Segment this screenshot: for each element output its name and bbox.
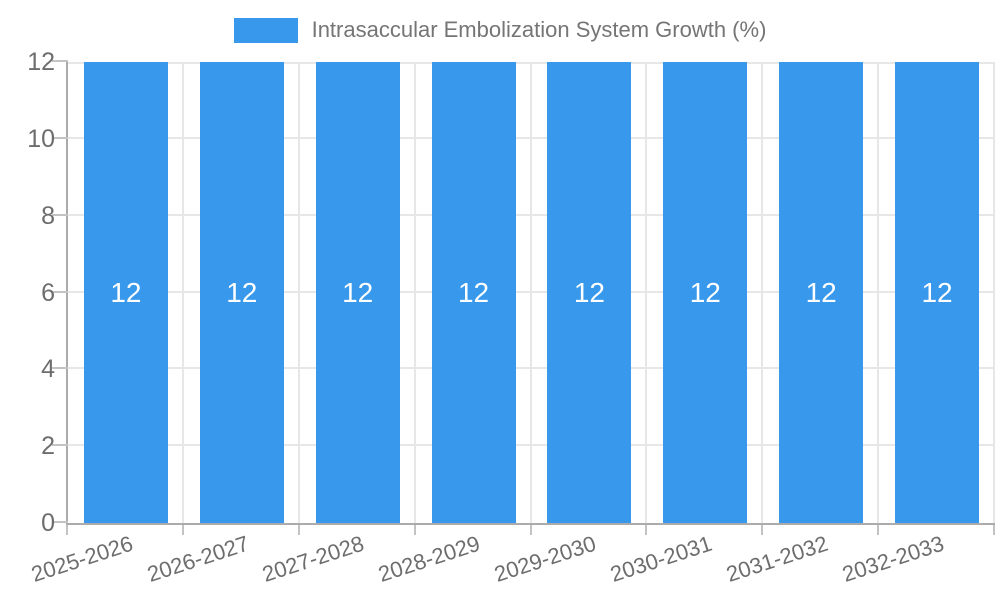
x-tick-label: 2025-2026 xyxy=(27,530,136,587)
x-tick-mark xyxy=(645,525,648,535)
y-tick-mark xyxy=(52,444,68,447)
bar-value-label: 12 xyxy=(342,276,374,308)
bar[interactable]: 12 xyxy=(547,62,632,523)
bar-value-label: 12 xyxy=(226,276,258,308)
gridline-vertical xyxy=(297,62,300,523)
legend-label: Intrasaccular Embolization System Growth… xyxy=(311,17,767,42)
y-tick-label: 0 xyxy=(41,509,55,537)
x-tick-label: 2028-2029 xyxy=(375,530,484,587)
gridline-horizontal xyxy=(68,367,995,370)
bar-value-label: 12 xyxy=(573,276,606,308)
y-tick-label: 2 xyxy=(41,432,55,461)
bar[interactable]: 12 xyxy=(83,62,168,523)
x-tick-mark xyxy=(529,525,532,535)
bar-value-label: 12 xyxy=(110,276,142,308)
y-tick-label: 10 xyxy=(27,124,55,153)
x-tick-mark xyxy=(297,525,300,535)
y-tick-mark xyxy=(52,60,68,62)
bar[interactable]: 12 xyxy=(779,62,864,523)
y-tick-mark xyxy=(52,213,68,216)
y-tick-mark xyxy=(52,136,68,139)
x-tick-mark xyxy=(993,525,995,535)
bar[interactable]: 12 xyxy=(431,62,516,523)
y-tick-label: 6 xyxy=(41,278,55,307)
x-tick-mark xyxy=(66,525,68,535)
y-tick-label: 8 xyxy=(41,201,55,230)
x-tick-label: 2029-2030 xyxy=(491,530,600,587)
gridline-horizontal xyxy=(68,136,995,139)
x-tick-mark xyxy=(761,525,764,535)
x-tick-label: 2026-2027 xyxy=(143,530,252,587)
bar[interactable]: 12 xyxy=(199,62,284,523)
y-tick-mark xyxy=(52,290,68,293)
y-tick-label: 12 xyxy=(27,48,55,76)
gridline-horizontal xyxy=(68,290,995,293)
gridline-vertical xyxy=(645,62,648,523)
x-tick-mark xyxy=(413,525,416,535)
bar-value-label: 12 xyxy=(805,276,837,308)
legend-item[interactable]: Intrasaccular Embolization System Growth… xyxy=(0,15,1000,45)
plot-area: 12 12 12 12 12 12 12 12 xyxy=(66,62,995,525)
x-tick-label: 2030-2031 xyxy=(607,530,716,587)
gridline-vertical xyxy=(761,62,764,523)
bar[interactable]: 12 xyxy=(315,62,400,523)
bar[interactable]: 12 xyxy=(895,62,980,523)
gridline-horizontal xyxy=(68,62,995,64)
bar-value-label: 12 xyxy=(921,276,953,308)
bar-value-label: 12 xyxy=(457,276,490,308)
bar[interactable]: 12 xyxy=(663,62,748,523)
gridline-horizontal xyxy=(68,444,995,447)
gridline-vertical xyxy=(181,62,184,523)
x-tick-label: 2027-2028 xyxy=(259,530,368,587)
y-tick-label: 4 xyxy=(41,355,55,384)
y-tick-mark xyxy=(52,367,68,370)
legend-swatch xyxy=(233,17,298,43)
gridline-vertical xyxy=(413,62,416,523)
gridline-horizontal xyxy=(68,213,995,216)
x-tick-mark xyxy=(181,525,184,535)
x-tick-mark xyxy=(877,525,880,535)
x-tick-label: 2031-2032 xyxy=(723,530,831,587)
x-tick-label: 2032-2033 xyxy=(838,530,947,587)
y-tick-mark xyxy=(52,521,68,523)
bar-value-label: 12 xyxy=(689,276,721,308)
gridline-vertical xyxy=(529,62,532,523)
gridline-vertical xyxy=(993,62,995,523)
gridline-vertical xyxy=(877,62,880,523)
